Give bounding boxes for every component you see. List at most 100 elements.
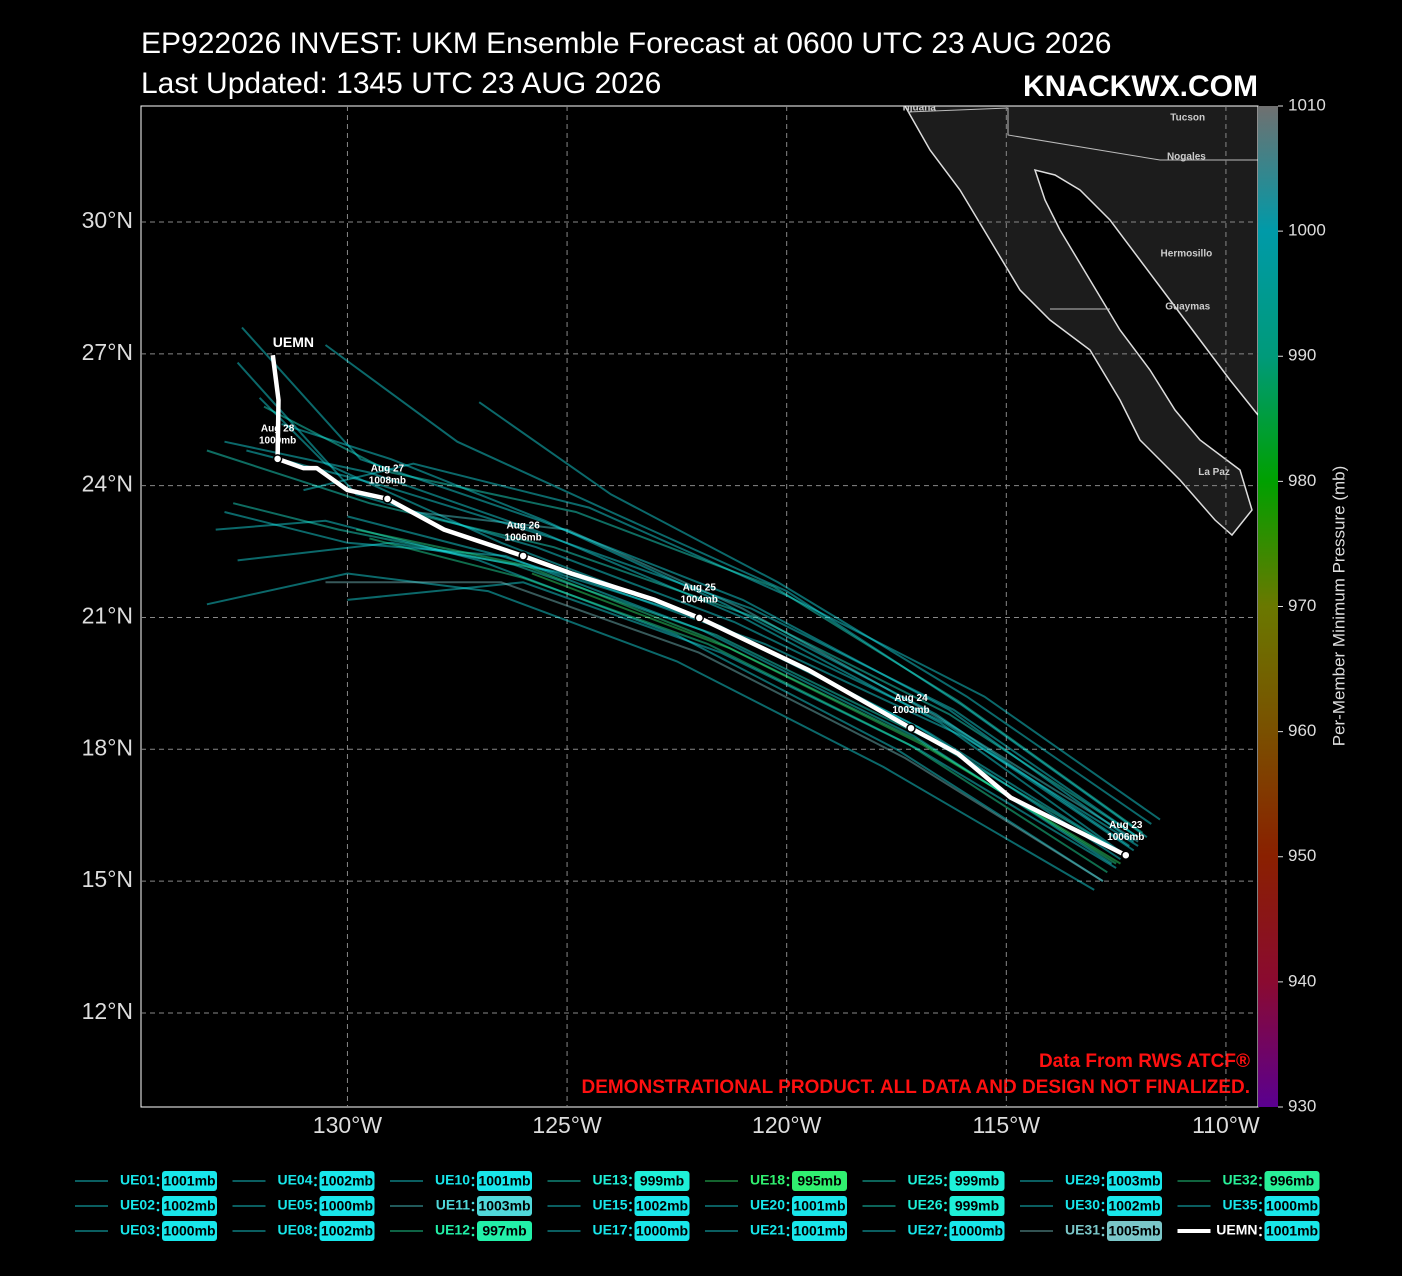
legend-pressure-box xyxy=(162,1221,217,1241)
legend-colon xyxy=(471,1226,475,1230)
city-label: La Paz xyxy=(1198,467,1230,478)
legend-colon xyxy=(314,1233,317,1237)
legend-name: UE10 xyxy=(435,1172,470,1188)
legend-colon xyxy=(786,1208,790,1212)
legend-pressure: 999mb xyxy=(955,1198,999,1214)
legend-colon xyxy=(314,1183,317,1187)
disclaimer: DEMONSTRATIONAL PRODUCT. ALL DATA AND DE… xyxy=(582,1077,1251,1098)
legend-colon xyxy=(1259,1226,1262,1230)
legend-pressure: 1002mb xyxy=(321,1173,373,1189)
colorbar-tick-label: 950 xyxy=(1288,846,1316,865)
land xyxy=(904,106,1258,537)
colorbar-tick-label: 940 xyxy=(1288,971,1316,990)
legend-name: UE29 xyxy=(1065,1172,1100,1188)
legend-pressure: 995mb xyxy=(797,1173,841,1189)
legend-name: UE26 xyxy=(907,1197,942,1213)
member-track xyxy=(263,405,1144,834)
legend-colon xyxy=(786,1233,790,1237)
city-label: Hermosillo xyxy=(1161,249,1213,260)
legend-pressure: 1000mb xyxy=(636,1223,688,1239)
legend-name: UE04 xyxy=(277,1172,312,1188)
legend-colon xyxy=(786,1201,790,1205)
point-pressure: 1006mb xyxy=(505,533,542,544)
point-pressure: 1003mb xyxy=(892,705,929,716)
brand: KNACKWX.COM xyxy=(1023,70,1258,103)
x-tick-label: 120°W xyxy=(752,1112,822,1138)
legend-pressure: 1002mb xyxy=(636,1198,688,1214)
y-tick-label: 30°N xyxy=(82,207,133,233)
mean-track-label: UEMN xyxy=(273,334,314,350)
member-track xyxy=(355,528,1117,865)
legend-pressure-box xyxy=(634,1196,690,1216)
member-track xyxy=(478,401,1152,825)
legend-name: UE25 xyxy=(907,1172,942,1188)
member-track xyxy=(281,423,1130,847)
point-pressure: 1006mb xyxy=(1107,832,1144,843)
legend-pressure-box xyxy=(792,1221,847,1241)
legend-name: UE03 xyxy=(120,1222,155,1238)
point-pressure: 1008mb xyxy=(369,475,406,486)
city-label: Guaymas xyxy=(1165,301,1210,312)
border xyxy=(907,107,1258,310)
legend-pressure-box xyxy=(477,1196,532,1216)
legend-pressure-box xyxy=(319,1196,375,1216)
legend-pressure: 1001mb xyxy=(793,1223,845,1239)
legend-colon xyxy=(156,1176,160,1180)
colorbar-label: Per-Member Minimum Pressure (mb) xyxy=(1329,466,1348,747)
legend-pressure-box xyxy=(162,1196,217,1216)
legend-colon xyxy=(944,1208,947,1212)
legend-colon xyxy=(1259,1233,1262,1237)
member-track xyxy=(325,581,1104,882)
colorbar-tick-label: 990 xyxy=(1288,346,1316,365)
legend-colon xyxy=(314,1208,317,1212)
y-tick-label: 27°N xyxy=(82,339,133,365)
legend-colon xyxy=(944,1201,947,1205)
legend-name: UE11 xyxy=(436,1197,470,1213)
legend-name: UE02 xyxy=(120,1197,155,1213)
y-tick-label: 24°N xyxy=(82,471,133,497)
land-layer xyxy=(904,106,1258,537)
x-tick-label: 125°W xyxy=(532,1112,602,1138)
track-point xyxy=(1121,850,1131,860)
legend-colon xyxy=(314,1226,317,1230)
track-point xyxy=(382,494,393,504)
member-track xyxy=(413,511,1139,843)
legend-colon xyxy=(471,1233,475,1237)
member-track xyxy=(246,449,1139,839)
credit: Data From RWS ATCF® xyxy=(1039,1051,1250,1072)
legend-colon xyxy=(944,1176,947,1180)
legend-colon xyxy=(156,1183,160,1187)
y-tick-label: 21°N xyxy=(82,603,133,629)
legend-colon xyxy=(629,1183,632,1187)
legend-pressure-box xyxy=(949,1171,1005,1191)
legend-pressure-box xyxy=(949,1221,1005,1241)
legend-colon xyxy=(629,1176,632,1180)
point-date: Aug 27 xyxy=(371,463,405,474)
member-track xyxy=(215,519,1104,882)
legend-pressure-box xyxy=(1264,1221,1320,1241)
legend-name: UE31 xyxy=(1065,1222,1100,1238)
legend-pressure-box xyxy=(634,1171,690,1191)
legend-colon xyxy=(1259,1176,1262,1180)
chart-subtitle: Last Updated: 1345 UTC 23 AUG 2026 xyxy=(141,67,661,100)
legend-colon xyxy=(786,1226,790,1230)
legend-name: UE17 xyxy=(592,1222,627,1238)
legend-pressure-box xyxy=(1107,1196,1162,1216)
legend-colon xyxy=(1259,1183,1262,1187)
member-track xyxy=(347,581,1117,869)
legend-pressure: 1002mb xyxy=(321,1223,373,1239)
legend-colon xyxy=(471,1208,475,1212)
legend-colon xyxy=(1101,1233,1105,1237)
track-point xyxy=(518,551,528,561)
legend-name: UE20 xyxy=(750,1197,785,1213)
point-date: Aug 23 xyxy=(1109,820,1143,831)
legend-colon xyxy=(471,1201,475,1205)
point-date: Aug 24 xyxy=(894,693,928,704)
colorbar-tick-label: 930 xyxy=(1288,1096,1316,1115)
legend-pressure-box xyxy=(319,1171,375,1191)
legend-colon xyxy=(314,1176,317,1180)
legend-colon xyxy=(156,1233,160,1237)
legend-pressure: 1000mb xyxy=(1266,1198,1318,1214)
legend-pressure-box xyxy=(634,1221,690,1241)
colorbar-tick-label: 1000 xyxy=(1288,221,1326,240)
